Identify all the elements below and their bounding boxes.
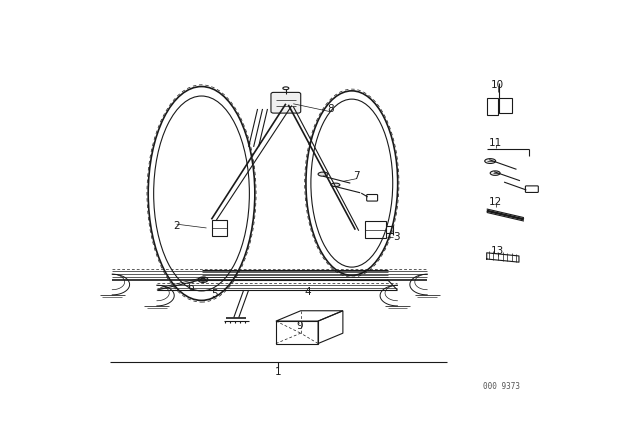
Text: 12: 12 [489, 197, 502, 207]
Ellipse shape [318, 172, 328, 176]
Text: 7: 7 [353, 171, 360, 181]
Text: 10: 10 [491, 80, 504, 90]
Ellipse shape [331, 183, 340, 186]
Ellipse shape [200, 278, 205, 281]
FancyBboxPatch shape [271, 92, 301, 113]
Text: 13: 13 [491, 246, 504, 256]
Text: 11: 11 [489, 138, 502, 148]
Text: 9: 9 [296, 321, 303, 331]
Ellipse shape [490, 171, 500, 175]
Ellipse shape [484, 159, 495, 164]
Text: 3: 3 [393, 232, 400, 242]
Text: 6: 6 [187, 282, 193, 292]
Text: 5: 5 [212, 289, 218, 298]
Ellipse shape [198, 277, 208, 283]
Text: 4: 4 [305, 287, 312, 297]
Text: 1: 1 [275, 367, 282, 377]
Text: 2: 2 [173, 221, 180, 231]
Text: 8: 8 [327, 104, 334, 114]
Text: 000 9373: 000 9373 [483, 382, 520, 391]
